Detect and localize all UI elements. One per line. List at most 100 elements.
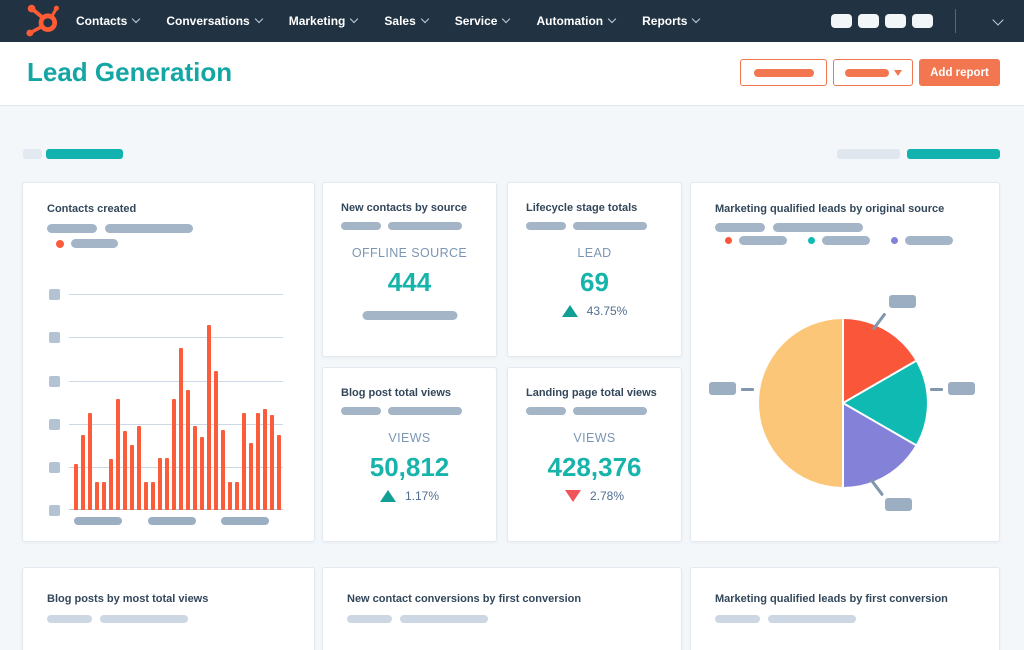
filter-pill-placeholder-active[interactable] (907, 149, 1000, 159)
bar (242, 413, 246, 510)
nav-item-reports[interactable]: Reports (642, 14, 701, 28)
filter-pill-placeholder[interactable] (23, 149, 42, 159)
nav-item-label: Reports (642, 14, 688, 28)
add-report-button[interactable]: Add report (919, 59, 1000, 86)
text-placeholder (715, 223, 765, 232)
bar (235, 482, 239, 510)
chevron-down-icon (132, 14, 141, 24)
card-subtitle-placeholder (341, 222, 462, 230)
bar (228, 482, 232, 510)
bar (144, 482, 148, 510)
bar (165, 458, 169, 510)
nav-tool-placeholder[interactable] (831, 14, 852, 28)
nav-item-automation[interactable]: Automation (536, 14, 617, 28)
bar (277, 435, 281, 510)
text-placeholder (105, 224, 193, 233)
dashboard-dropdown-button-placeholder[interactable] (833, 59, 913, 86)
text-placeholder (347, 615, 392, 623)
bar-chart-series (74, 294, 283, 510)
filter-pill-placeholder-active[interactable] (46, 149, 123, 159)
bar (214, 371, 218, 510)
card-blog-post-total-views: Blog post total views VIEWS 50,812 1.17% (322, 367, 497, 542)
y-tick-placeholder (49, 332, 60, 343)
card-title: Contacts created (47, 203, 137, 215)
text-placeholder (341, 407, 381, 415)
legend-dot-icon (891, 237, 898, 244)
bar (74, 464, 78, 510)
nav-item-label: Conversations (166, 14, 250, 28)
card-subtitle-placeholder (715, 615, 856, 623)
card-contacts-created: Contacts created (22, 182, 315, 542)
card-title: Lifecycle stage totals (526, 202, 638, 214)
metric-value: 69 (580, 267, 609, 297)
text-placeholder (773, 223, 863, 232)
chevron-down-icon (607, 14, 617, 24)
card-title: Blog post total views (341, 387, 452, 399)
metric-value: 50,812 (369, 452, 450, 482)
legend-label-placeholder (822, 236, 870, 245)
bar (130, 445, 134, 510)
hubspot-logo-icon[interactable] (20, 3, 62, 39)
text-placeholder (100, 615, 188, 623)
x-label-placeholder (221, 517, 269, 525)
pie-callout-placeholder (948, 382, 975, 395)
nav-tool-placeholder[interactable] (858, 14, 879, 28)
bar (81, 435, 85, 510)
chevron-down-icon (502, 14, 511, 24)
card-title: Blog posts by most total views (47, 593, 209, 605)
chart-legend (56, 239, 118, 248)
button-label-placeholder (753, 68, 814, 77)
text-placeholder (526, 222, 566, 230)
card-subtitle-placeholder (526, 407, 647, 415)
bar (249, 443, 253, 510)
y-tick-placeholder (49, 505, 60, 516)
callout-connector (869, 478, 885, 496)
metric-footer-placeholder (362, 311, 457, 320)
text-placeholder (400, 615, 488, 623)
card-subtitle-placeholder (526, 222, 647, 230)
card-new-contacts-by-source: New contacts by source OFFLINE SOURCE 44… (322, 182, 497, 357)
dashboard-filter-button-placeholder[interactable] (740, 59, 827, 86)
text-placeholder (715, 615, 760, 623)
card-subtitle-placeholder (347, 615, 488, 623)
card-title: Landing page total views (526, 387, 657, 399)
metric-value: 428,376 (547, 452, 642, 482)
text-placeholder (573, 407, 647, 415)
metric-label: VIEWS (388, 431, 431, 445)
add-report-label: Add report (930, 66, 989, 79)
nav-item-conversations[interactable]: Conversations (166, 14, 263, 28)
nav-item-service[interactable]: Service (455, 14, 511, 28)
dropdown-caret-icon (893, 69, 902, 76)
nav-tool-placeholder[interactable] (885, 14, 906, 28)
bar (95, 482, 99, 510)
bar (221, 430, 225, 510)
bar (256, 413, 260, 510)
filter-pill-placeholder[interactable] (837, 149, 900, 159)
bar (263, 409, 267, 510)
nav-menu: Contacts Conversations Marketing Sales S… (76, 14, 701, 28)
card-mql-by-first-conversion: Marketing qualified leads by first conve… (690, 567, 1000, 650)
card-subtitle-placeholder (341, 407, 462, 415)
legend-dot-icon (725, 237, 732, 244)
delta-value: 2.78% (589, 489, 625, 503)
x-label-placeholder (148, 517, 196, 525)
metric-label: VIEWS (573, 431, 616, 445)
bar (137, 426, 141, 510)
nav-item-contacts[interactable]: Contacts (76, 14, 141, 28)
account-chevron-down-icon[interactable] (992, 13, 1004, 26)
nav-item-marketing[interactable]: Marketing (289, 14, 359, 28)
bar (193, 426, 197, 510)
legend-dot-icon (56, 239, 64, 248)
legend-item (891, 236, 953, 245)
legend-item (808, 236, 870, 245)
button-label-placeholder (844, 68, 889, 77)
text-placeholder (573, 222, 647, 230)
nav-item-label: Sales (384, 14, 416, 28)
card-new-contact-conversions: New contact conversions by first convers… (322, 567, 682, 650)
nav-tool-placeholder[interactable] (912, 14, 933, 28)
bar (270, 415, 274, 510)
delta-value: 1.17% (404, 489, 440, 503)
nav-item-sales[interactable]: Sales (384, 14, 429, 28)
card-lifecycle-stage-totals: Lifecycle stage totals LEAD 69 43.75% (507, 182, 682, 357)
top-nav: Contacts Conversations Marketing Sales S… (0, 0, 1024, 42)
